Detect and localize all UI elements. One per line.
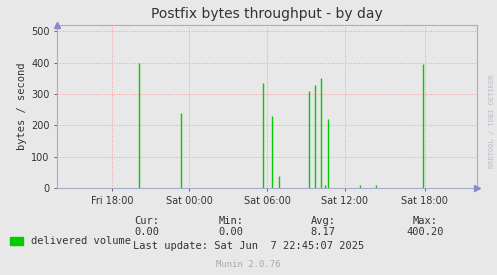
Text: RRDTOOL / TOBI OETIKER: RRDTOOL / TOBI OETIKER <box>489 74 495 168</box>
Legend: delivered volume: delivered volume <box>10 236 131 246</box>
Text: 0.00: 0.00 <box>219 227 244 237</box>
Text: 8.17: 8.17 <box>311 227 335 237</box>
Text: Last update: Sat Jun  7 22:45:07 2025: Last update: Sat Jun 7 22:45:07 2025 <box>133 241 364 251</box>
Title: Postfix bytes throughput - by day: Postfix bytes throughput - by day <box>151 7 383 21</box>
Text: 400.20: 400.20 <box>406 227 444 237</box>
Text: 0.00: 0.00 <box>134 227 159 237</box>
Text: Munin 2.0.76: Munin 2.0.76 <box>216 260 281 269</box>
Text: Avg:: Avg: <box>311 216 335 226</box>
Y-axis label: bytes / second: bytes / second <box>17 63 27 150</box>
Text: Min:: Min: <box>219 216 244 226</box>
Text: Cur:: Cur: <box>134 216 159 226</box>
Text: Max:: Max: <box>413 216 437 226</box>
